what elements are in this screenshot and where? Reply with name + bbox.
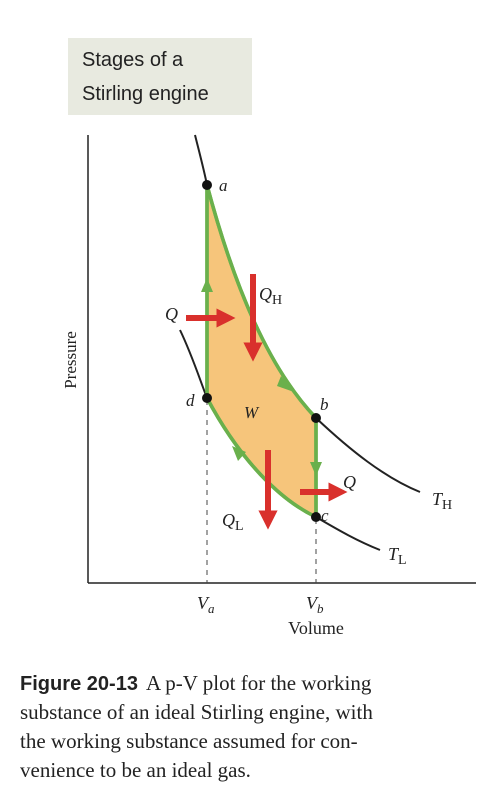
x-axis-label: Volume — [288, 618, 344, 638]
point-label: a — [219, 176, 228, 195]
caption-line: substance of an ideal Stirling engine, w… — [20, 700, 373, 724]
heat-label: Q — [165, 304, 178, 324]
title-line: Stages of a — [82, 49, 184, 71]
tick-label: Va — [197, 593, 215, 616]
flow-arrow — [201, 278, 213, 292]
state-point — [311, 512, 321, 522]
point-label: d — [186, 391, 195, 410]
flow-arrow — [277, 376, 294, 392]
title-box — [68, 38, 252, 115]
flow-arrow — [232, 446, 246, 461]
state-point — [311, 413, 321, 423]
work-label: W — [244, 403, 260, 422]
heat-label: QL — [222, 510, 244, 534]
isotherm-label: TL — [388, 544, 407, 568]
caption-line: the working substance assumed for con- — [20, 729, 358, 753]
state-point — [202, 180, 212, 190]
point-label: c — [321, 506, 329, 525]
cycle-area — [205, 184, 318, 520]
caption-line: A p-V plot for the working — [146, 671, 372, 695]
caption-label: Figure 20-13 — [20, 673, 138, 695]
heat-label: QH — [259, 284, 282, 308]
y-axis-label: Pressure — [61, 331, 80, 389]
isotherm-label: TH — [432, 489, 452, 513]
title-line: Stirling engine — [82, 83, 209, 105]
tick-label: Vb — [306, 593, 324, 616]
point-label: b — [320, 395, 329, 414]
state-point — [202, 393, 212, 403]
caption-line: venience to be an ideal gas. — [20, 758, 251, 782]
flow-arrow — [310, 462, 322, 476]
heat-label: Q — [343, 472, 356, 492]
